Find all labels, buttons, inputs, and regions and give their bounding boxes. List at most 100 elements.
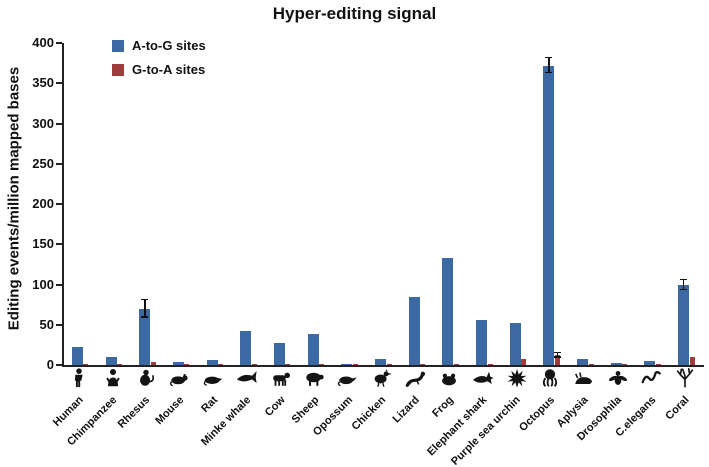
bar-g-to-a [150, 361, 156, 365]
chimpanzee-icon [102, 367, 124, 389]
bar-g-to-a [83, 364, 89, 365]
y-tick-label: 100 [32, 276, 54, 292]
y-tick-mark [56, 203, 62, 205]
category-label: Chicken [349, 394, 389, 433]
minke-whale-icon [236, 367, 258, 389]
legend-label-a-to-g: A-to-G sites [132, 38, 206, 53]
cow-icon [270, 367, 292, 389]
category-label: Sheep [289, 394, 322, 426]
bar-g-to-a [117, 364, 123, 365]
chart-title: Hyper-editing signal [272, 4, 437, 23]
bar-g-to-a [588, 364, 594, 365]
rhesus-icon [135, 367, 157, 389]
error-bar-cap [680, 288, 688, 291]
chicken-icon [371, 367, 393, 389]
category-label: Frog [430, 394, 456, 420]
category-label: Elephant shark [425, 394, 490, 459]
error-bar-cap [553, 356, 561, 358]
error-bar-cap [545, 57, 553, 59]
category-label: Rat [199, 394, 221, 416]
y-tick-mark [56, 122, 62, 125]
c-elegans-icon [640, 367, 662, 389]
bar-a-to-g [610, 362, 622, 365]
plot-area [56, 42, 704, 367]
y-tick-label: 50 [39, 316, 54, 332]
category-label: Rhesus [116, 394, 153, 431]
y-tick-mark [56, 82, 62, 85]
error-bar-cap [545, 71, 553, 73]
error-bar-cap [553, 351, 561, 353]
bar-g-to-a [521, 358, 527, 365]
bar-a-to-g [543, 65, 555, 365]
y-tick-label: 200 [32, 196, 54, 211]
bar-a-to-g [71, 347, 83, 365]
legend-item-g-to-a: G-to-A sites [112, 62, 206, 77]
y-tick-label: 150 [32, 236, 54, 252]
category-label: Lizard [390, 394, 423, 426]
elephant-shark-icon [472, 367, 494, 389]
lizard-icon [405, 367, 427, 389]
bar-a-to-g [678, 285, 690, 365]
bar-g-to-a [554, 355, 560, 365]
legend: A-to-G sites G-to-A sites [112, 38, 206, 86]
rat-icon [203, 367, 225, 389]
bar-g-to-a [352, 364, 358, 365]
octopus-icon [539, 367, 561, 389]
y-tick-mark [56, 323, 62, 326]
red-swatch-icon [112, 63, 124, 76]
y-tick-label: 350 [32, 75, 54, 91]
error-bar [548, 58, 550, 73]
bar-g-to-a [420, 364, 426, 365]
bar-a-to-g [307, 334, 319, 365]
error-bar [556, 352, 559, 358]
bar-a-to-g [341, 364, 353, 365]
bar-g-to-a [251, 364, 257, 365]
x-axis-area: Human Chimpanzee Rhesus Mouse Rat Minke whale… [50, 367, 702, 467]
bar-g-to-a [487, 364, 493, 365]
bar-a-to-g [139, 308, 151, 365]
blue-swatch-icon [112, 39, 124, 52]
error-bar-cap [141, 316, 149, 318]
human-icon [68, 367, 90, 389]
frog-icon [438, 367, 460, 389]
aplysia-icon [573, 367, 595, 389]
bar-a-to-g [476, 319, 488, 365]
bar-a-to-g [206, 360, 218, 365]
bar-a-to-g [577, 359, 589, 365]
bar-g-to-a [319, 364, 325, 365]
bar-g-to-a [453, 364, 459, 365]
error-bar [144, 299, 146, 318]
bar-g-to-a [689, 356, 695, 365]
bar-a-to-g [273, 343, 285, 365]
bar-a-to-g [375, 359, 386, 365]
sheep-icon [304, 367, 326, 389]
bar-g-to-a [622, 364, 628, 365]
mouse-icon [169, 367, 191, 389]
category-label: Coral [663, 394, 692, 423]
error-bar [683, 280, 685, 291]
y-tick-label: 300 [32, 115, 54, 131]
legend-item-a-to-g: A-to-G sites [112, 38, 206, 53]
legend-label-g-to-a: G-to-A sites [132, 62, 206, 77]
y-tick-mark [56, 243, 62, 246]
y-tick-label: 250 [32, 155, 54, 171]
opossum-icon [337, 367, 359, 389]
bar-a-to-g [442, 257, 454, 365]
y-tick-mark [56, 283, 62, 286]
y-tick-label: 400 [32, 35, 54, 50]
bar-g-to-a [386, 364, 392, 365]
bar-a-to-g [240, 331, 252, 365]
bar-g-to-a [218, 364, 224, 365]
y-tick-mark [56, 364, 62, 366]
y-tick-mark [56, 42, 62, 44]
bar-g-to-a [184, 364, 190, 365]
category-label: Cow [262, 394, 288, 419]
bar-a-to-g [644, 360, 656, 365]
bar-a-to-g [172, 361, 184, 365]
error-bar-cap [141, 298, 149, 300]
bar-a-to-g [105, 356, 117, 365]
category-label: Octopus [516, 394, 557, 435]
coral-icon [674, 367, 696, 389]
error-bar-cap [680, 279, 688, 281]
